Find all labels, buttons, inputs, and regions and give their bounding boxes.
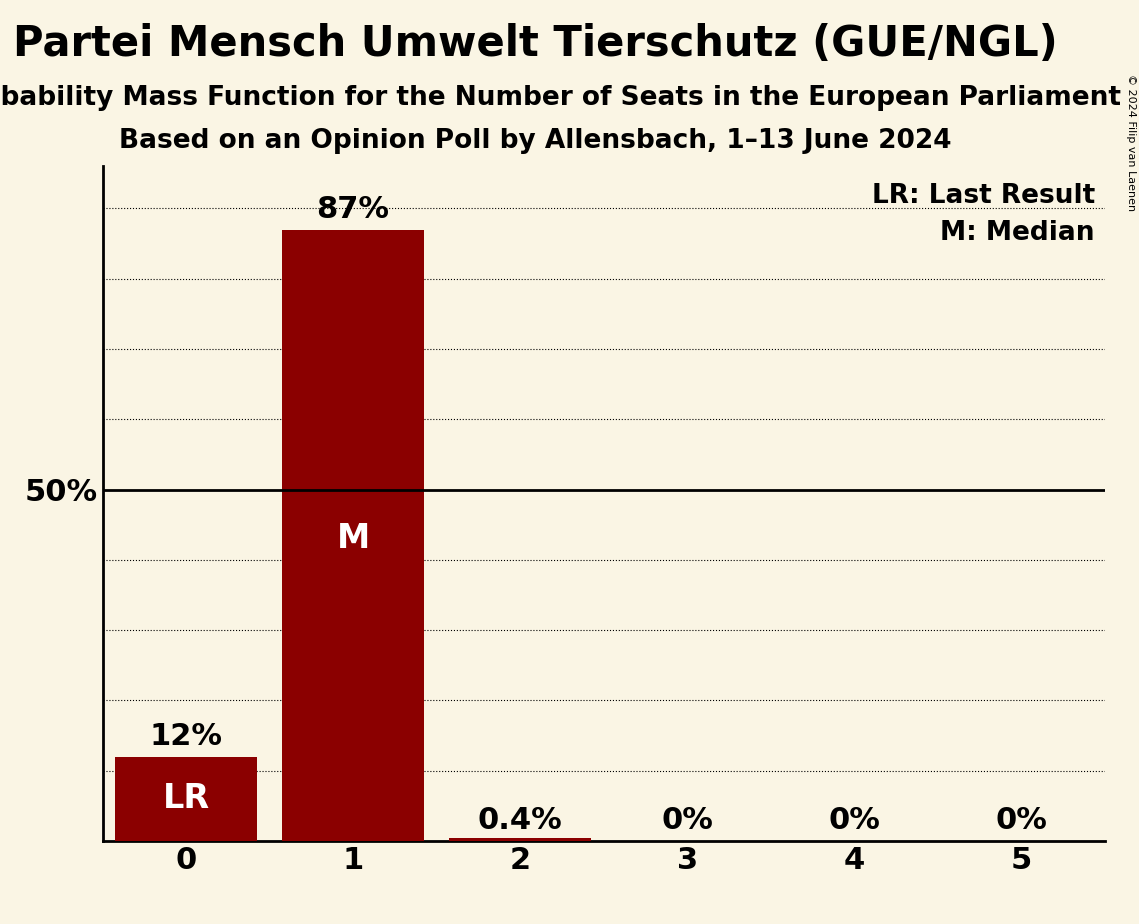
Text: LR: Last Result: LR: Last Result: [871, 183, 1095, 209]
Text: 0%: 0%: [828, 807, 880, 835]
Text: 0%: 0%: [995, 807, 1047, 835]
Text: Partei Mensch Umwelt Tierschutz (GUE/NGL): Partei Mensch Umwelt Tierschutz (GUE/NGL…: [13, 23, 1058, 65]
Text: 0%: 0%: [662, 807, 713, 835]
Text: M: Median: M: Median: [941, 220, 1095, 247]
Bar: [282, 229, 424, 841]
Text: Based on an Opinion Poll by Allensbach, 1–13 June 2024: Based on an Opinion Poll by Allensbach, …: [120, 128, 951, 153]
Text: Probability Mass Function for the Number of Seats in the European Parliament: Probability Mass Function for the Number…: [0, 85, 1121, 111]
Bar: [115, 757, 257, 841]
Text: M: M: [336, 522, 370, 555]
Text: 87%: 87%: [317, 195, 390, 224]
Text: © 2024 Filip van Laenen: © 2024 Filip van Laenen: [1126, 74, 1136, 211]
Text: 12%: 12%: [149, 722, 222, 751]
Text: 0.4%: 0.4%: [477, 807, 563, 835]
Text: LR: LR: [163, 783, 210, 815]
Bar: [449, 838, 591, 841]
